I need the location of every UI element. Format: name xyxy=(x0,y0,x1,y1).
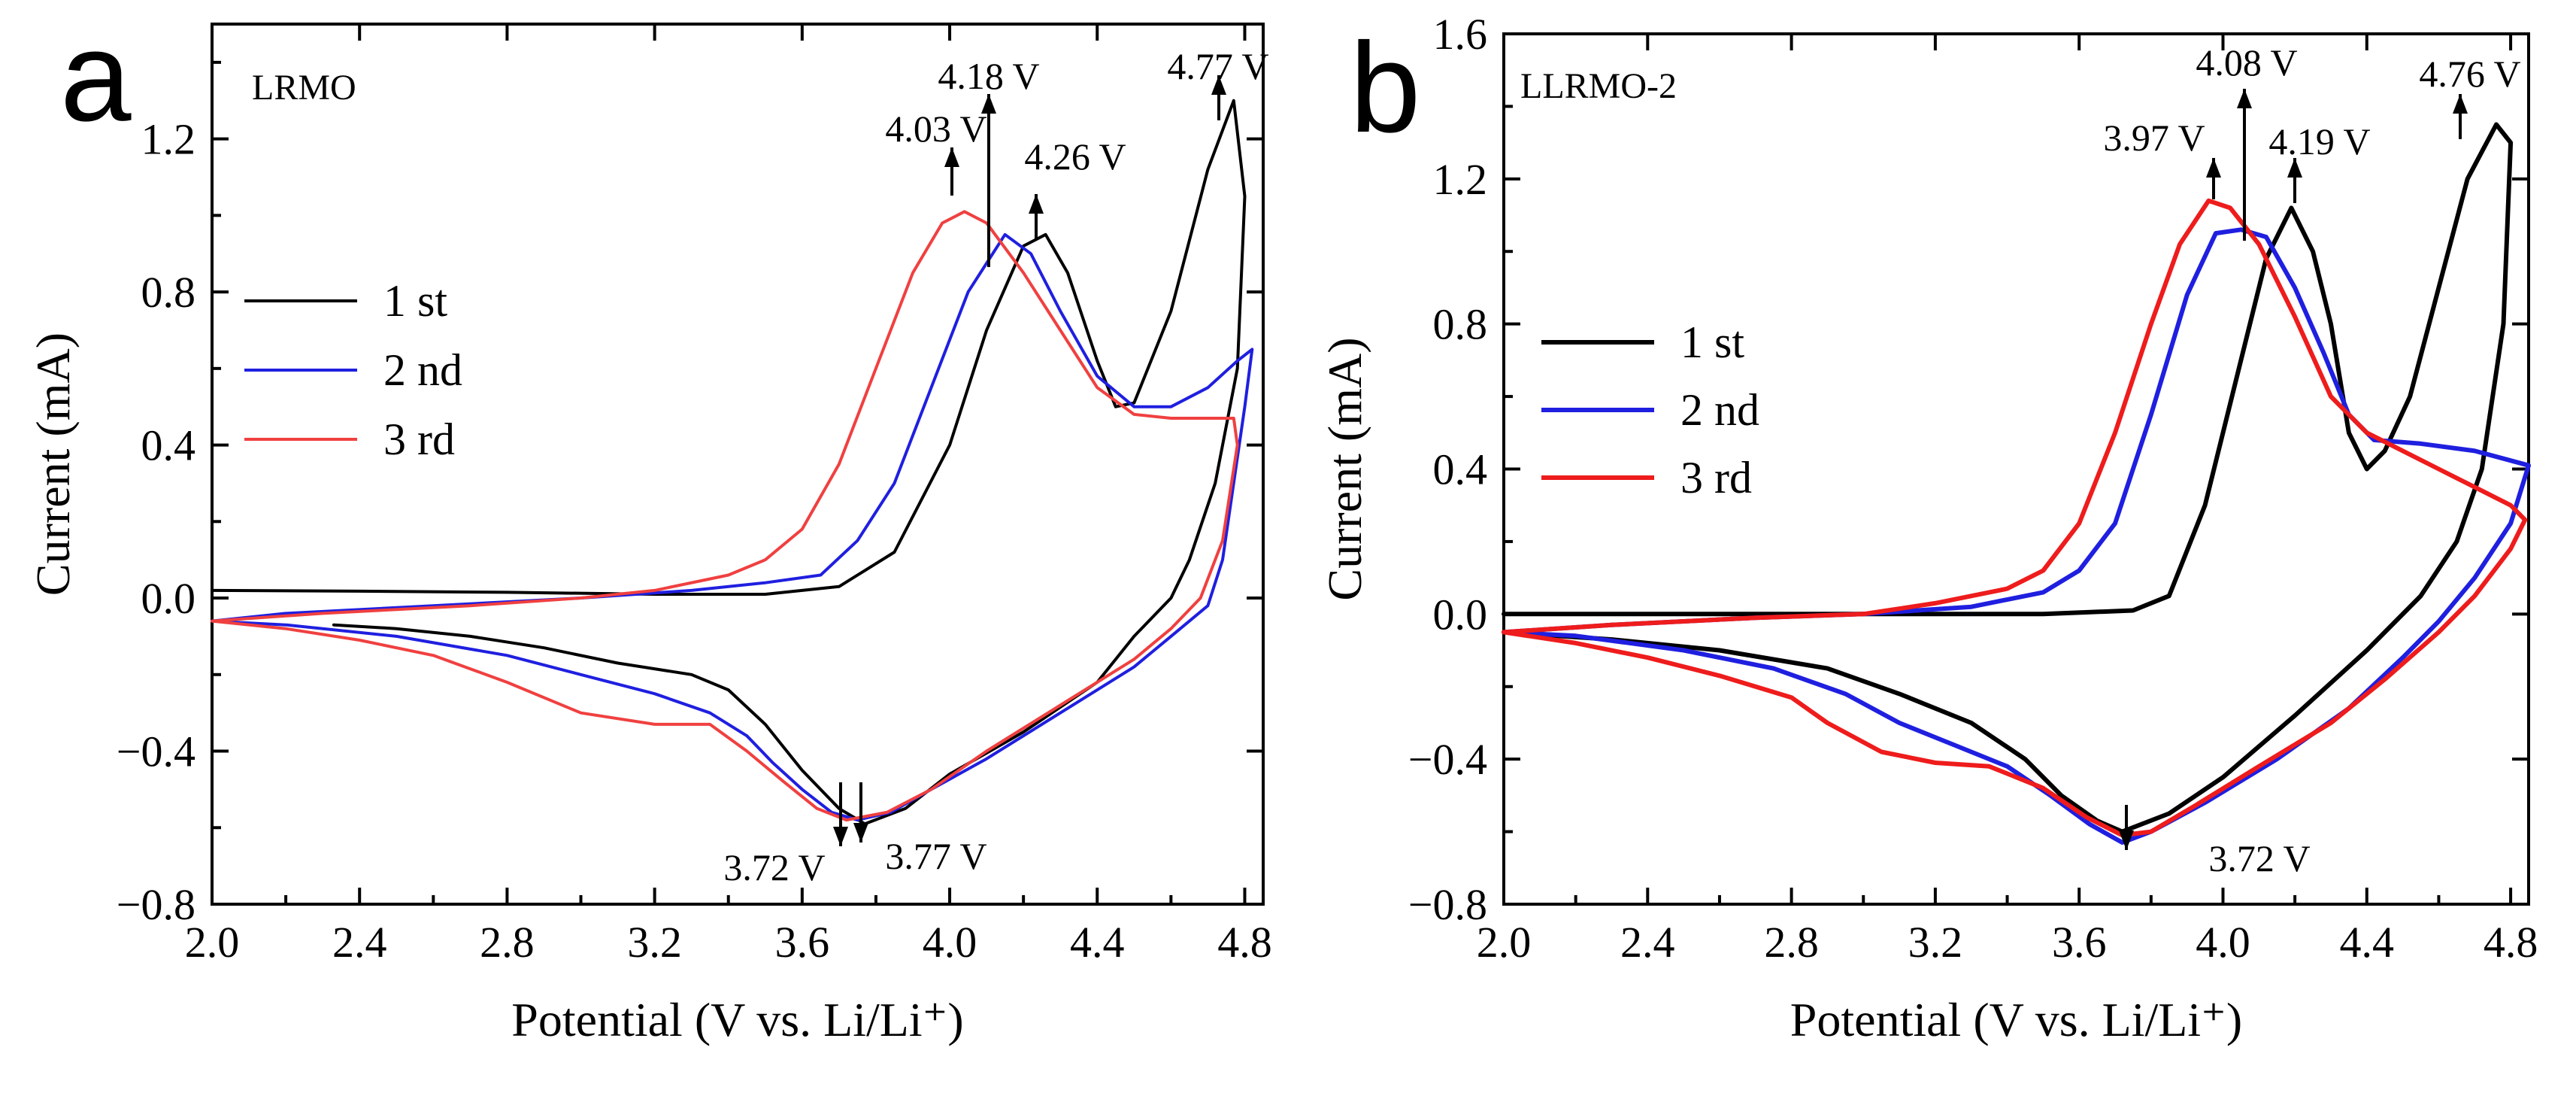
x-axis-label: Potential (V vs. Li/Li⁺) xyxy=(1790,993,2242,1046)
annotation-arrowhead xyxy=(2453,94,2468,114)
x-tick-label: 4.4 xyxy=(1070,918,1125,967)
annotation-arrowhead xyxy=(2119,830,2134,850)
x-tick-label: 2.4 xyxy=(332,918,387,967)
y-tick-label: 0.8 xyxy=(1433,300,1488,349)
series-line-1 xyxy=(211,99,1247,826)
series-line-2 xyxy=(1502,227,2531,845)
annotation-label: 4.77 V xyxy=(1167,45,1268,87)
panel-letter: b xyxy=(1350,17,1421,159)
annotation-arrowhead xyxy=(1211,75,1226,95)
x-tick-label: 3.6 xyxy=(2052,918,2107,967)
x-tick-label: 2.0 xyxy=(1477,918,1532,967)
x-tick-label: 2.8 xyxy=(1764,918,1819,967)
legend-label: 1 st xyxy=(383,276,447,326)
legend-label: 3 rd xyxy=(1680,453,1752,502)
annotation-arrowhead xyxy=(833,827,848,846)
annotation-label: 3.77 V xyxy=(885,835,986,877)
y-tick-label: 0.0 xyxy=(141,574,196,623)
series-line-2 xyxy=(211,232,1254,822)
annotation-label: 3.72 V xyxy=(723,846,825,888)
x-tick-label: 4.8 xyxy=(1217,918,1272,967)
annotation-label: 4.19 V xyxy=(2268,120,2370,162)
plot-frame xyxy=(211,23,1265,906)
legend-label: 2 nd xyxy=(1680,385,1759,435)
panel-letter: a xyxy=(60,5,132,148)
annotation-arrowhead xyxy=(2206,158,2221,178)
x-tick-label: 2.4 xyxy=(1620,918,1675,967)
panel-title: LRMO xyxy=(252,68,356,108)
y-tick-label: 1.2 xyxy=(1433,155,1488,204)
series-line-1 xyxy=(1502,122,2514,834)
annotation-arrowhead xyxy=(944,147,959,167)
annotation-arrowhead xyxy=(981,94,996,114)
x-tick-label: 2.0 xyxy=(185,918,240,967)
x-tick-label: 3.2 xyxy=(1908,918,1963,967)
annotation-label: 3.97 V xyxy=(2103,117,2205,159)
panel-a: 2.0 2.4 2.8 3.2 3.6 4.0 4.4 4.8 −0.8 −0.4 0.0 0.4 0.… xyxy=(26,5,1272,1046)
annotation-label: 4.26 V xyxy=(1024,135,1126,178)
annotation-label: 3.72 V xyxy=(2208,837,2310,879)
x-tick-label: 4.0 xyxy=(923,918,977,967)
annotation-arrowhead xyxy=(2287,158,2302,178)
panel-title: LLRMO-2 xyxy=(1520,66,1677,106)
annotation-label: 4.76 V xyxy=(2419,53,2520,95)
panel-b: 2.0 2.4 2.8 3.2 3.6 4.0 4.4 4.8 −0.8 −0.4 0.0 0.4 0.… xyxy=(1318,10,2538,1046)
x-tick-label: 4.4 xyxy=(2340,918,2395,967)
annotation-arrowhead xyxy=(2237,89,2252,108)
series-line-3 xyxy=(1502,198,2528,838)
y-tick-label: −0.8 xyxy=(1408,880,1487,929)
y-tick-label: 1.2 xyxy=(141,115,196,164)
y-axis-label: Current (mA) xyxy=(26,332,80,596)
annotation-arrowhead xyxy=(1029,194,1044,214)
series-line-3 xyxy=(211,210,1239,822)
x-tick-label: 2.8 xyxy=(480,918,535,967)
y-tick-label: 0.4 xyxy=(141,421,196,470)
y-tick-label: −0.4 xyxy=(117,727,195,776)
x-tick-label: 4.8 xyxy=(2484,918,2538,967)
y-tick-label: 0.8 xyxy=(141,268,196,317)
legend-label: 2 nd xyxy=(383,345,462,395)
y-tick-label: 0.0 xyxy=(1433,590,1488,639)
y-tick-label: −0.8 xyxy=(117,880,195,929)
y-tick-label: −0.4 xyxy=(1408,735,1487,784)
x-tick-label: 3.6 xyxy=(775,918,830,967)
legend-label: 1 st xyxy=(1680,317,1744,367)
y-axis-label: Current (mA) xyxy=(1318,337,1371,600)
annotation-arrowhead xyxy=(853,823,868,842)
legend-label: 3 rd xyxy=(383,414,455,464)
y-tick-label: 1.6 xyxy=(1433,10,1488,59)
annotation-label: 4.18 V xyxy=(938,55,1039,97)
y-tick-label: 0.4 xyxy=(1433,445,1488,494)
x-tick-label: 3.2 xyxy=(627,918,682,967)
annotation-label: 4.03 V xyxy=(885,108,986,150)
x-axis-label: Potential (V vs. Li/Li⁺) xyxy=(511,993,963,1046)
x-tick-label: 4.0 xyxy=(2196,918,2250,967)
annotation-label: 4.08 V xyxy=(2196,41,2297,83)
